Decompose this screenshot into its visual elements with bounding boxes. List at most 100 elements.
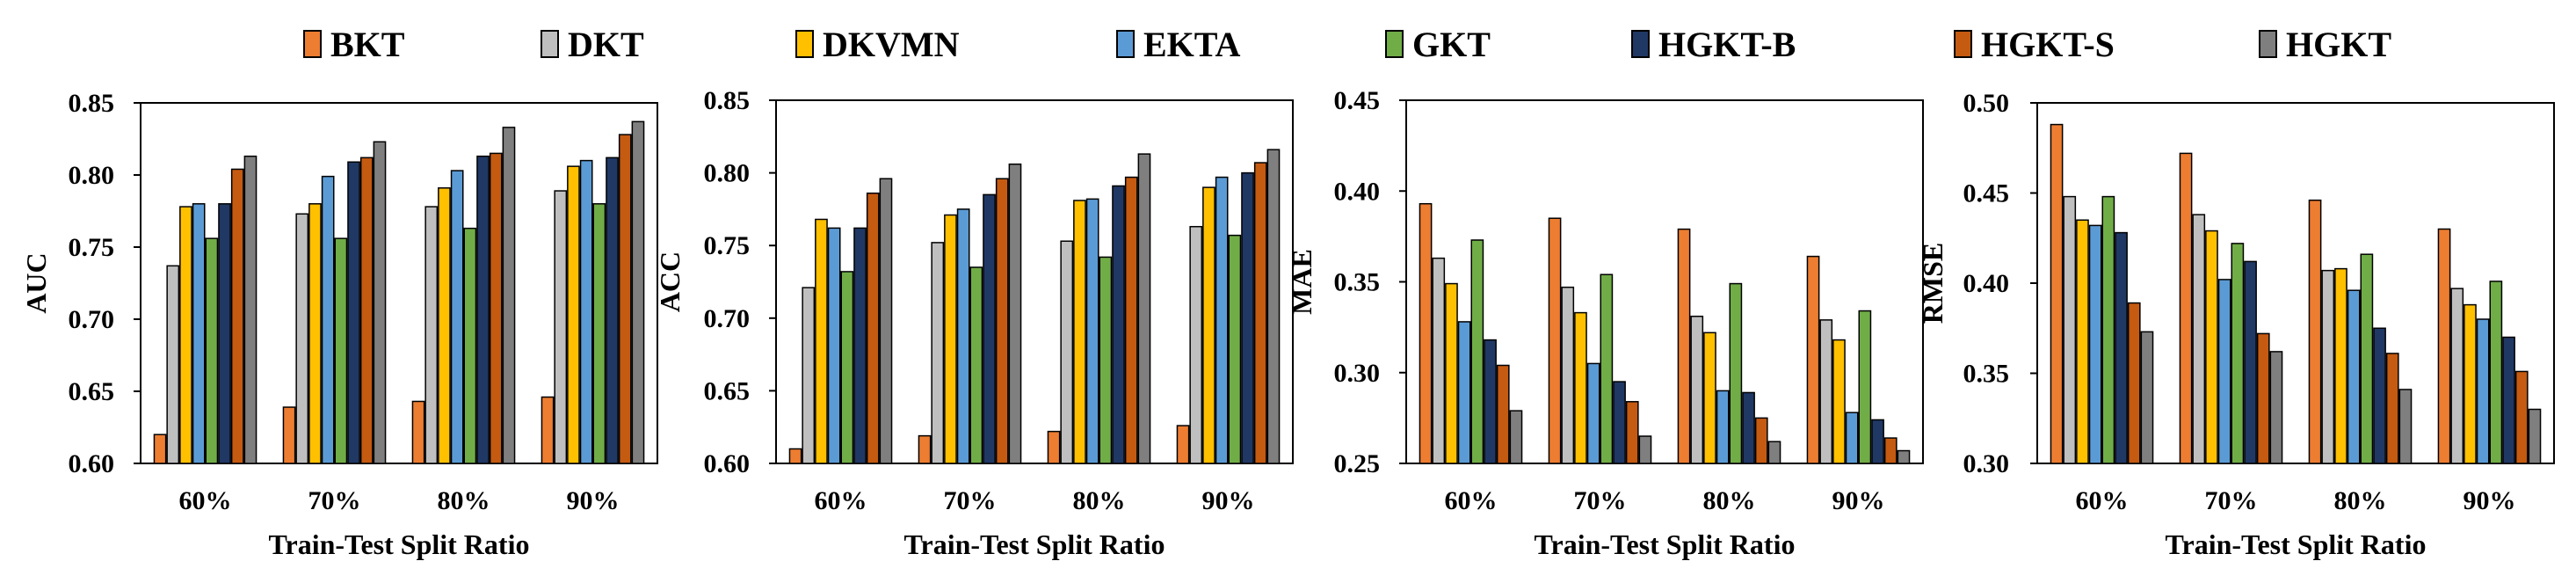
- auc-bar-hgkt-b-90pct: [606, 157, 619, 464]
- mae-y-tick-label: 0.25: [1334, 449, 1381, 478]
- mae-bar-ekta-70pct: [1586, 362, 1600, 464]
- legend-swatch-ekta: [1116, 30, 1135, 58]
- acc-y-tick-label: 0.75: [704, 231, 751, 260]
- rmse-y-tick-label: 0.40: [1963, 269, 2010, 298]
- auc-plot-frame: [140, 102, 658, 464]
- auc-bar-hgkt-b-70pct: [347, 161, 360, 464]
- mae-y-tick-label: 0.30: [1334, 359, 1381, 388]
- mae-bar-gkt-90pct: [1858, 310, 1872, 464]
- mae-bar-dkvmn-80pct: [1703, 332, 1716, 464]
- acc-bar-dkvmn-70pct: [944, 214, 957, 464]
- acc-y-axis-label: ACC: [654, 251, 686, 312]
- legend-swatch-dkvmn: [795, 30, 814, 58]
- mae-bar-gkt-70pct: [1600, 273, 1614, 464]
- legend-item-dkt: DKT: [541, 25, 644, 64]
- auc-y-tick-label: 0.85: [69, 89, 115, 118]
- legend-label-dkvmn: DKVMN: [823, 24, 960, 64]
- acc-bar-dkt-90pct: [1189, 225, 1203, 464]
- auc-x-tick-label: 80%: [438, 486, 490, 515]
- legend-item-bkt: BKT: [303, 25, 404, 64]
- acc-bar-hgkt-b-80pct: [1112, 185, 1125, 464]
- legend-swatch-hgkt-b: [1631, 30, 1650, 58]
- rmse-bar-gkt-80pct: [2360, 253, 2374, 464]
- mae-bar-bkt-70pct: [1548, 217, 1562, 464]
- mae-x-tick-label: 60%: [1445, 486, 1498, 515]
- legend-swatch-dkt: [541, 30, 559, 58]
- rmse-bar-dkt-90pct: [2450, 288, 2464, 464]
- mae-bar-bkt-80pct: [1677, 228, 1691, 464]
- mae-y-tick-label: 0.35: [1334, 268, 1381, 297]
- mae-bar-gkt-80pct: [1729, 282, 1743, 464]
- rmse-bar-hgkt-b-60pct: [2115, 231, 2128, 464]
- acc-bar-gkt-70pct: [969, 266, 983, 464]
- acc-bar-hgkt-80pct: [1137, 153, 1151, 464]
- mae-bar-dkt-90pct: [1819, 319, 1833, 464]
- rmse-y-tick-label: 0.45: [1963, 179, 2010, 208]
- acc-bar-dkt-60pct: [802, 287, 816, 464]
- rmse-bar-dkt-80pct: [2321, 269, 2335, 464]
- acc-bar-ekta-60pct: [827, 227, 841, 464]
- acc-bar-dkvmn-60pct: [815, 218, 828, 464]
- mae-bar-bkt-90pct: [1806, 255, 1820, 464]
- acc-y-tick-label: 0.85: [704, 86, 751, 115]
- auc-bar-hgkt-60pct: [243, 155, 258, 464]
- auc-bar-hgkt-s-90pct: [618, 134, 632, 464]
- chart-legend: BKT DKT DKVMN EKTA GKT HGKT-B HGKT-S HGK…: [0, 12, 2576, 74]
- auc-bar-ekta-70pct: [321, 175, 335, 464]
- mae-bar-hgkt-s-70pct: [1625, 401, 1639, 464]
- mae-x-tick-label: 70%: [1574, 486, 1627, 515]
- mae-bar-gkt-60pct: [1470, 239, 1484, 464]
- legend-item-dkvmn: DKVMN: [795, 24, 960, 64]
- auc-bar-ekta-80pct: [450, 170, 464, 464]
- acc-x-tick-label: 90%: [1202, 486, 1255, 515]
- rmse-bar-bkt-90pct: [2437, 228, 2451, 464]
- mae-bar-hgkt-60pct: [1509, 410, 1523, 464]
- auc-x-tick-label: 70%: [308, 486, 361, 515]
- legend-swatch-bkt: [303, 30, 322, 58]
- rmse-bar-gkt-70pct: [2231, 243, 2245, 464]
- mae-x-axis-label: Train-Test Split Ratio: [1535, 528, 1796, 560]
- acc-bar-hgkt-70pct: [1008, 163, 1022, 464]
- rmse-bar-hgkt-b-80pct: [2373, 327, 2386, 464]
- mae-bar-dkvmn-90pct: [1832, 339, 1846, 464]
- rmse-y-tick-label: 0.50: [1963, 89, 2010, 118]
- mae-bar-dkt-70pct: [1561, 286, 1575, 464]
- acc-bar-ekta-80pct: [1085, 198, 1099, 464]
- acc-x-tick-label: 60%: [815, 486, 867, 515]
- rmse-bar-hgkt-s-70pct: [2256, 332, 2270, 464]
- acc-y-tick-label: 0.65: [704, 376, 751, 405]
- acc-bar-hgkt-s-90pct: [1253, 162, 1267, 464]
- rmse-bar-dkvmn-70pct: [2205, 230, 2218, 464]
- acc-bar-bkt-70pct: [918, 434, 932, 464]
- rmse-bar-hgkt-s-80pct: [2385, 353, 2399, 464]
- acc-plot-frame: [775, 99, 1294, 464]
- auc-x-tick-label: 90%: [567, 486, 620, 515]
- rmse-x-tick-label: 60%: [2076, 486, 2129, 515]
- rmse-bar-hgkt-60pct: [2140, 331, 2154, 464]
- auc-bar-gkt-90pct: [592, 203, 606, 464]
- legend-label-hgkt: HGKT: [2286, 24, 2392, 64]
- auc-bar-gkt-60pct: [205, 237, 219, 464]
- mae-bar-hgkt-s-60pct: [1496, 364, 1510, 464]
- rmse-bar-hgkt-70pct: [2269, 351, 2283, 464]
- mae-bar-ekta-80pct: [1716, 390, 1730, 464]
- rmse-bar-hgkt-b-70pct: [2244, 260, 2257, 464]
- acc-bar-bkt-80pct: [1047, 430, 1061, 464]
- acc-bar-dkt-80pct: [1060, 240, 1074, 464]
- rmse-bar-ekta-60pct: [2088, 224, 2102, 464]
- acc-bar-hgkt-b-60pct: [853, 227, 867, 464]
- acc-bar-ekta-90pct: [1215, 176, 1229, 464]
- rmse-bar-gkt-60pct: [2101, 195, 2115, 464]
- auc-x-axis-label: Train-Test Split Ratio: [269, 528, 530, 560]
- auc-bar-ekta-90pct: [579, 159, 593, 464]
- mae-y-tick-label: 0.45: [1334, 86, 1381, 115]
- acc-bar-hgkt-s-60pct: [866, 192, 880, 464]
- auc-bar-gkt-80pct: [463, 227, 477, 464]
- rmse-bar-dkt-60pct: [2063, 195, 2077, 464]
- rmse-bar-dkvmn-80pct: [2334, 267, 2347, 464]
- rmse-bar-dkvmn-60pct: [2076, 219, 2089, 464]
- auc-bar-dkvmn-60pct: [179, 206, 192, 464]
- auc-bar-hgkt-s-70pct: [359, 157, 374, 464]
- rmse-x-axis-label: Train-Test Split Ratio: [2166, 528, 2427, 560]
- rmse-bar-bkt-80pct: [2308, 199, 2322, 464]
